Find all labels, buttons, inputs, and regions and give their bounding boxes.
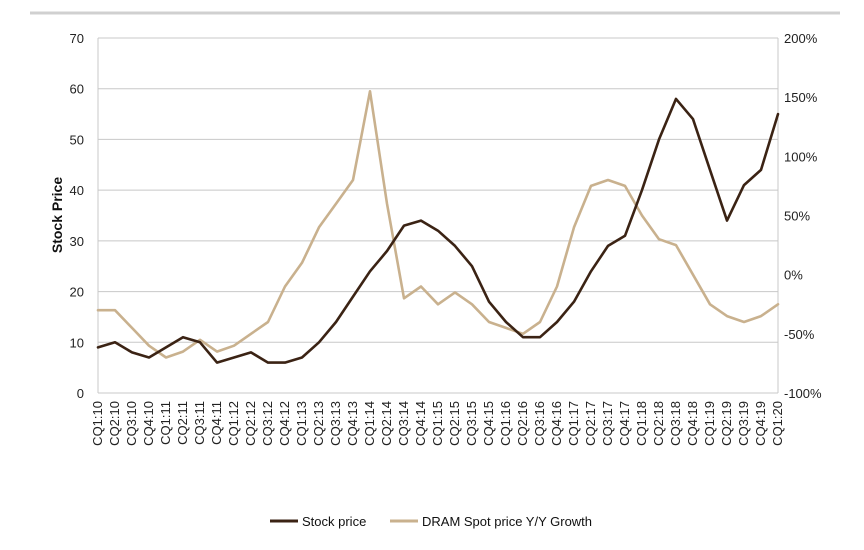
x-tick-label: CQ4:12 — [277, 401, 292, 446]
y2-tick-label: 150% — [784, 90, 818, 105]
y-tick-label: 70 — [70, 31, 84, 46]
legend-item: DRAM Spot price Y/Y Growth — [390, 514, 592, 529]
x-tick-label: CQ1:10 — [90, 401, 105, 446]
legend-item: Stock price — [270, 514, 366, 529]
x-tick-label: CQ4:17 — [617, 401, 632, 446]
x-tick-label: CQ2:14 — [379, 401, 394, 446]
stock-price-line — [96, 97, 780, 364]
x-tick-label: CQ3:18 — [668, 401, 683, 446]
x-tick-label: CQ4:14 — [413, 401, 428, 446]
x-tick-label: CQ1:13 — [294, 401, 309, 446]
legend-label: Stock price — [302, 514, 366, 529]
y2-tick-label: 0% — [784, 268, 803, 283]
y2-tick-label: -100% — [784, 386, 822, 401]
x-tick-label: CQ2:19 — [719, 401, 734, 446]
x-tick-label: CQ2:16 — [515, 401, 530, 446]
y-tick-label: 50 — [70, 132, 84, 147]
x-tick-label: CQ1:14 — [362, 401, 377, 446]
x-tick-label: CQ1:11 — [158, 401, 173, 445]
x-tick-label: CQ1:20 — [770, 401, 785, 446]
x-tick-label: CQ4:13 — [345, 401, 360, 446]
x-tick-label: CQ2:10 — [107, 401, 122, 446]
x-tick-label: CQ3:17 — [600, 401, 615, 446]
x-tick-label: CQ3:15 — [464, 401, 479, 446]
x-tick-label: CQ3:10 — [124, 401, 139, 446]
x-tick-label: CQ2:17 — [583, 401, 598, 446]
y-axis-label: Stock Price — [49, 177, 65, 253]
series-lines — [96, 90, 780, 364]
left-axis: 0 10 20 30 40 50 60 70 — [70, 31, 84, 401]
x-tick-label: CQ4:18 — [685, 401, 700, 446]
y-tick-label: 10 — [70, 335, 84, 350]
y-tick-label: 0 — [77, 386, 84, 401]
x-tick-label: CQ3:13 — [328, 401, 343, 446]
y-tick-label: 20 — [70, 285, 84, 300]
x-tick-label: CQ2:13 — [311, 401, 326, 446]
y2-tick-label: -50% — [784, 327, 815, 342]
x-tick-label: CQ3:11 — [192, 401, 207, 445]
x-axis: CQ1:10 CQ2:10 CQ3:10 CQ4:10 CQ1:11 CQ2:11 CQ3:… — [90, 401, 785, 446]
x-tick-label: CQ4:11 — [209, 401, 224, 445]
y2-tick-label: 50% — [784, 209, 810, 224]
x-tick-label: CQ1:17 — [566, 401, 581, 446]
y-tick-label: 60 — [70, 82, 84, 97]
dram-growth-line — [96, 90, 780, 359]
legend: Stock price DRAM Spot price Y/Y Growth — [270, 514, 592, 529]
y2-tick-label: 200% — [784, 31, 818, 46]
x-tick-label: CQ2:18 — [651, 401, 666, 446]
y2-tick-label: 100% — [784, 149, 818, 164]
x-tick-label: CQ4:15 — [481, 401, 496, 446]
x-tick-label: CQ3:14 — [396, 401, 411, 446]
x-tick-label: CQ3:12 — [260, 401, 275, 446]
x-tick-label: CQ4:10 — [141, 401, 156, 446]
x-tick-label: CQ2:12 — [243, 401, 258, 446]
x-tick-label: CQ3:19 — [736, 401, 751, 446]
gridlines — [97, 37, 779, 394]
x-tick-label: CQ3:16 — [532, 401, 547, 446]
x-tick-label: CQ2:11 — [175, 401, 190, 445]
x-tick-label: CQ4:19 — [753, 401, 768, 446]
y-tick-label: 40 — [70, 183, 84, 198]
x-tick-label: CQ1:19 — [702, 401, 717, 446]
x-tick-label: CQ2:15 — [447, 401, 462, 446]
right-axis: -100% -50% 0% 50% 100% 150% 200% — [784, 31, 822, 401]
x-tick-label: CQ1:18 — [634, 401, 649, 446]
x-tick-label: CQ4:16 — [549, 401, 564, 446]
y-tick-label: 30 — [70, 234, 84, 249]
legend-label: DRAM Spot price Y/Y Growth — [422, 514, 592, 529]
x-tick-label: CQ1:12 — [226, 401, 241, 446]
x-tick-label: CQ1:15 — [430, 401, 445, 446]
x-tick-label: CQ1:16 — [498, 401, 513, 446]
